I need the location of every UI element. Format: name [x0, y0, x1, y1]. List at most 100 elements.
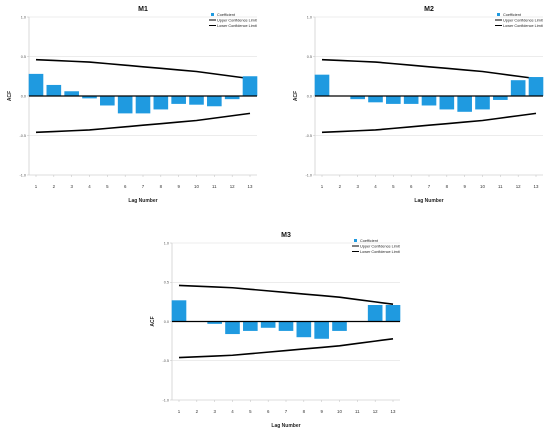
acf-bar-lag-3 [350, 96, 365, 100]
x-tick-label: 6 [410, 184, 413, 189]
chart-panel-m3: 1.00.50.0-0.5-1.01 2 3 4 5 6 7 8 9 10 11 12 13M3Lag … [150, 232, 401, 429]
chart-panel-m2: 1.00.50.0-0.5-1.01 2 3 4 5 6 7 8 9 10 11 12 13M2Lag … [293, 6, 544, 204]
x-tick-label: 9 [177, 184, 180, 189]
y-axis-label: ACF [150, 316, 156, 326]
x-tick-label: 8 [303, 409, 306, 414]
x-tick-label: 11 [212, 184, 217, 189]
y-tick-label: 0.0 [21, 94, 26, 98]
x-tick-label: 5 [392, 184, 395, 189]
y-tick-label: 1.0 [164, 241, 169, 245]
y-tick-label: 1.0 [21, 15, 26, 19]
x-tick-label: 2 [53, 184, 56, 189]
acf-bar-lag-4 [82, 96, 97, 99]
acf-bar-lag-6 [260, 321, 276, 328]
upper-confidence-line [178, 284, 394, 306]
acf-bar-lag-4 [225, 321, 240, 335]
acf-bar-lag-10 [332, 321, 347, 331]
panel-title: M2 [424, 6, 434, 13]
x-tick-label: 9 [320, 409, 323, 414]
upper-confidence-line [321, 58, 537, 80]
legend-swatch-coefficient [354, 239, 357, 242]
acf-bar-lag-5 [386, 96, 401, 104]
chart-panel-m1: 1.00.50.0-0.5-1.01 2 3 4 5 6 7 8 9 10 11 12 13M1Lag … [7, 6, 258, 204]
legend-label-lower: Lower Confidence Limit [217, 24, 258, 28]
x-tick-label: 4 [231, 409, 234, 414]
acf-bar-lag-9 [457, 96, 472, 112]
legend-swatch-coefficient [497, 13, 500, 16]
acf-bar-lag-8 [153, 96, 169, 110]
lower-confidence-line [178, 337, 394, 359]
x-tick-label: 3 [70, 184, 73, 189]
x-tick-label: 7 [142, 184, 145, 189]
legend-label-coefficient: Coefficient [503, 13, 522, 17]
acf-bar-lag-8 [439, 96, 455, 110]
y-tick-label: -1.0 [19, 173, 26, 177]
x-tick-label: 10 [194, 184, 199, 189]
acf-bar-lag-12 [224, 96, 240, 100]
acf-bar-lag-7 [278, 321, 294, 331]
y-tick-label: -0.5 [305, 134, 312, 138]
x-tick-label: 7 [285, 409, 288, 414]
acf-bar-lag-5 [243, 321, 258, 331]
legend-swatch-coefficient [211, 13, 214, 16]
x-tick-label: 7 [428, 184, 431, 189]
legend-label-upper: Upper Confidence Limit [503, 19, 544, 23]
acf-bar-lag-6 [403, 96, 419, 104]
acf-bar-lag-10 [475, 96, 490, 110]
legend-label-coefficient: Coefficient [360, 239, 379, 243]
y-tick-label: 0.5 [164, 281, 169, 285]
y-axis-label: ACF [293, 91, 299, 101]
acf-bar-lag-12 [510, 80, 526, 96]
lower-confidence-line [35, 112, 251, 134]
legend-label-lower: Lower Confidence Limit [360, 250, 401, 254]
acf-bar-lag-1 [314, 74, 330, 96]
upper-confidence-line [35, 58, 251, 80]
legend-label-coefficient: Coefficient [217, 13, 236, 17]
x-tick-label: 10 [337, 409, 342, 414]
acf-bar-lag-7 [421, 96, 437, 106]
acf-bar-lag-2 [46, 84, 62, 96]
acf-bar-lag-3 [64, 91, 79, 96]
x-tick-label: 13 [391, 409, 396, 414]
acf-bar-lag-13 [528, 77, 544, 96]
acf-bar-lag-13 [385, 305, 401, 322]
y-tick-label: 1.0 [307, 15, 312, 19]
x-tick-label: 2 [339, 184, 342, 189]
x-axis-label: Lag Number [128, 198, 157, 204]
acf-bar-lag-1 [171, 300, 187, 322]
x-tick-label: 12 [516, 184, 521, 189]
acf-bar-lag-9 [171, 96, 186, 104]
acf-bar-lag-12 [367, 305, 383, 322]
acf-bar-lag-7 [135, 96, 151, 114]
x-tick-label: 13 [248, 184, 253, 189]
y-tick-label: -0.5 [162, 359, 169, 363]
acf-bar-lag-1 [28, 73, 44, 96]
acf-bar-lag-8 [296, 321, 312, 338]
y-tick-label: -1.0 [305, 173, 312, 177]
x-tick-label: 12 [373, 409, 378, 414]
x-tick-label: 1 [35, 184, 38, 189]
x-tick-label: 1 [321, 184, 324, 189]
lower-confidence-line [321, 112, 537, 134]
x-axis-label: Lag Number [271, 423, 300, 429]
x-tick-label: 8 [446, 184, 449, 189]
legend-label-lower: Lower Confidence Limit [503, 24, 544, 28]
legend-label-upper: Upper Confidence Limit [217, 19, 258, 23]
x-tick-label: 4 [88, 184, 91, 189]
x-axis-label: Lag Number [414, 198, 443, 204]
panel-title: M3 [281, 232, 291, 239]
x-tick-label: 9 [463, 184, 466, 189]
x-tick-label: 11 [498, 184, 503, 189]
x-tick-label: 3 [356, 184, 359, 189]
y-axis-label: ACF [7, 91, 13, 101]
acf-bar-lag-13 [242, 76, 258, 96]
x-tick-label: 1 [178, 409, 181, 414]
acf-bar-lag-5 [100, 96, 115, 106]
acf-bar-lag-11 [207, 96, 222, 107]
acf-bar-lag-9 [314, 321, 329, 339]
x-tick-label: 6 [267, 409, 270, 414]
x-tick-label: 2 [196, 409, 199, 414]
